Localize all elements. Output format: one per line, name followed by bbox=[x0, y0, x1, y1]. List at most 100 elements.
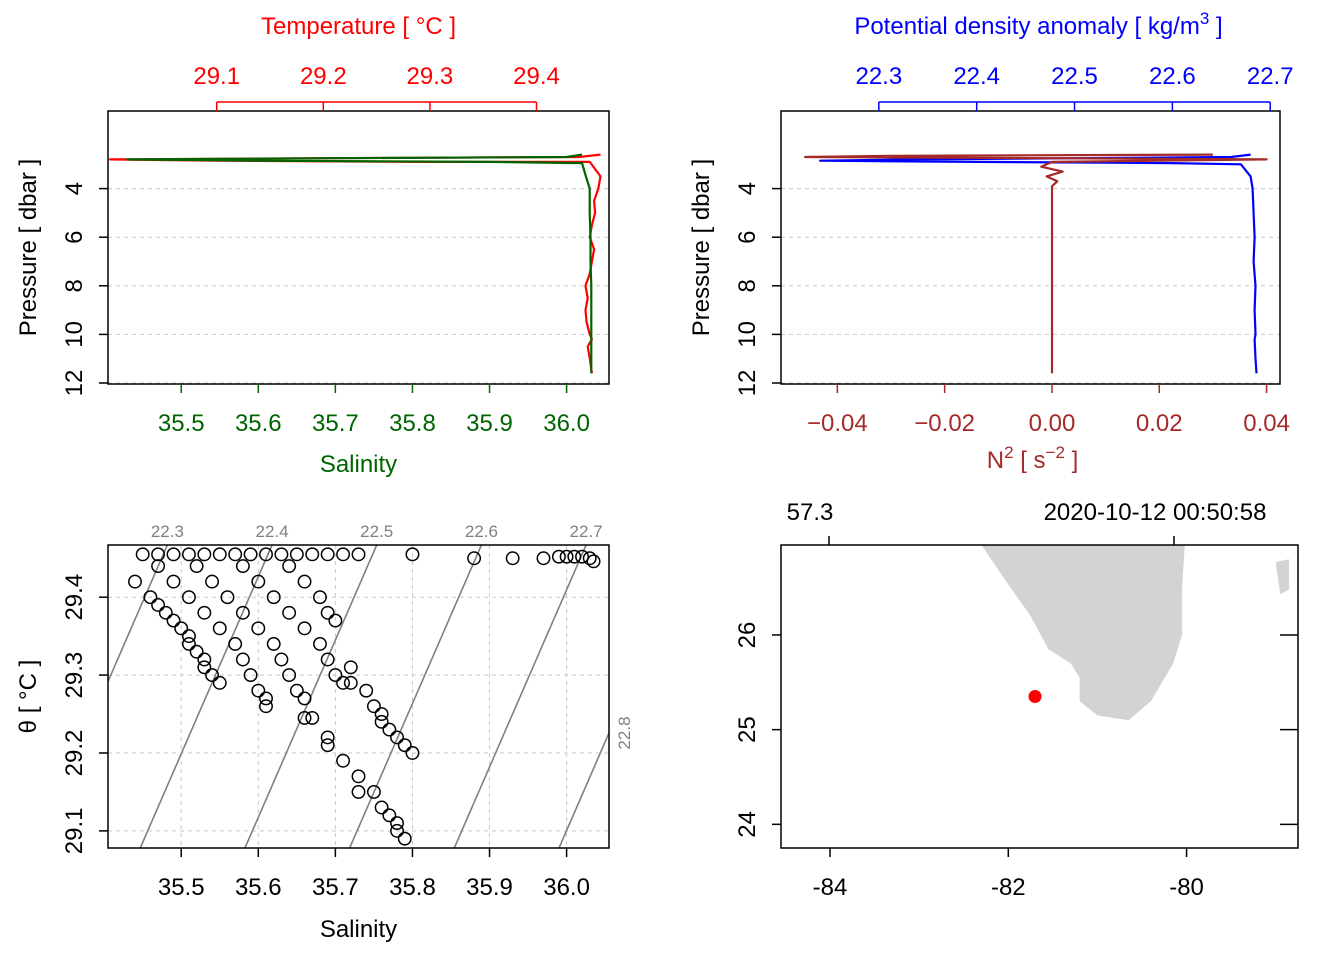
ts-point-85 bbox=[351, 547, 366, 562]
ts-point-11 bbox=[205, 668, 220, 683]
ts-point-7 bbox=[181, 636, 196, 651]
isopycnal-line-1 bbox=[139, 545, 273, 848]
ts-point-19 bbox=[235, 652, 250, 667]
dn-n2-xtick-label-1: −0.02 bbox=[914, 410, 975, 437]
ts-point-47 bbox=[328, 613, 343, 628]
ts-point-60 bbox=[390, 730, 404, 745]
ts-point-66 bbox=[374, 800, 389, 815]
ts-point-4 bbox=[166, 613, 181, 628]
dn-density-top-tick-label-2: 22.5 bbox=[1051, 63, 1098, 90]
ts-point-52 bbox=[336, 753, 351, 768]
ts-point-50 bbox=[320, 730, 335, 745]
ts-salinity-xtick-label-1: 35.6 bbox=[235, 410, 282, 437]
tsd-xtick-label-2: 35.7 bbox=[312, 874, 359, 901]
isopycnal-label-5: 22.8 bbox=[615, 716, 634, 749]
ts-point-43 bbox=[282, 559, 297, 573]
tsd-ytick-label-3: 29.4 bbox=[61, 574, 88, 621]
ts-ytick-label-2: 8 bbox=[61, 279, 88, 292]
ts-point-81 bbox=[289, 547, 304, 562]
map-xtick-label-0: -84 bbox=[813, 874, 848, 901]
ts-point-17 bbox=[212, 621, 227, 636]
ts-point-73 bbox=[166, 547, 181, 562]
dn-ytick-label-1: 6 bbox=[734, 231, 761, 244]
n2-axis-title-sup: 2 bbox=[1004, 443, 1013, 462]
dn-density-top-tick-label-4: 22.7 bbox=[1247, 63, 1294, 90]
land-polygon-1 bbox=[1275, 559, 1290, 595]
ts-point-83 bbox=[320, 547, 335, 562]
ts-point-77 bbox=[228, 547, 243, 562]
ts-point-26 bbox=[220, 590, 235, 605]
ts-point-53 bbox=[343, 660, 358, 675]
dn-n2-xtick-label-3: 0.02 bbox=[1136, 410, 1183, 437]
map-xtick-label-1: -82 bbox=[991, 874, 1026, 901]
ts-point-88 bbox=[505, 551, 520, 566]
n2-profile-line bbox=[803, 153, 1268, 374]
ts-point-67 bbox=[382, 808, 397, 823]
ts-point-86 bbox=[405, 547, 420, 562]
ts-temperature-top-tick-label-1: 29.2 bbox=[300, 63, 347, 90]
ts-temperature-top-tick-label-0: 29.1 bbox=[193, 63, 240, 90]
ts-salinity-xtick-label-2: 35.7 bbox=[312, 410, 359, 437]
ts-point-41 bbox=[328, 668, 343, 683]
ts-ytick-label-3: 10 bbox=[61, 321, 88, 348]
ts-salinity-xtick-label-4: 35.9 bbox=[466, 410, 513, 437]
ts-point-33 bbox=[297, 691, 312, 706]
isopycnal-line-0 bbox=[108, 545, 169, 684]
ts-pressure-axis-title: Pressure [ dbar ] bbox=[15, 159, 42, 336]
density-n2-profile-panel: 4 6 8 10 12 22.3 22.4 22.5 22.6 22.7 −0.04 −0.02 0.0… bbox=[688, 9, 1294, 474]
land-polygon-0 bbox=[981, 545, 1185, 721]
n2-axis-title: N2 [ s−2 ] bbox=[987, 443, 1079, 474]
isopycnal-line-5 bbox=[558, 731, 609, 848]
ts-point-35 bbox=[251, 574, 266, 589]
ts-point-56 bbox=[366, 699, 381, 714]
temperature-profile-line bbox=[108, 153, 602, 374]
ts-point-95 bbox=[586, 554, 601, 569]
ts-point-49 bbox=[305, 710, 320, 725]
ts-point-82 bbox=[305, 547, 320, 562]
isopycnal-label-0: 22.3 bbox=[151, 522, 184, 541]
map-xtick-label-2: -80 bbox=[1169, 874, 1204, 901]
isopycnal-label-1: 22.4 bbox=[255, 522, 288, 541]
tsd-salinity-axis-title: Salinity bbox=[320, 916, 397, 943]
ts-point-65 bbox=[366, 784, 381, 799]
ts-point-30 bbox=[274, 652, 289, 667]
ts-point-80 bbox=[274, 547, 289, 562]
ts-diagram-panel: 22.3 22.4 22.5 22.6 22.7 22.8 35.5 35.6 35.7 35.8… bbox=[15, 522, 634, 943]
ts-point-5 bbox=[174, 621, 189, 636]
ts-point-2 bbox=[151, 598, 166, 612]
ts-point-0 bbox=[128, 574, 142, 589]
ts-temperature-top-tick-label-3: 29.4 bbox=[513, 63, 560, 90]
ts-salinity-xtick-label-3: 35.8 bbox=[389, 410, 436, 437]
temperature-axis-title: Temperature [ °C ] bbox=[261, 13, 456, 40]
ts-point-27 bbox=[235, 605, 250, 620]
ts-point-87 bbox=[467, 551, 482, 566]
isopycnal-label-2: 22.5 bbox=[360, 522, 393, 541]
ts-point-94 bbox=[582, 551, 597, 566]
dn-density-top-tick-label-0: 22.3 bbox=[855, 63, 902, 90]
map-frame bbox=[780, 544, 1299, 849]
isopycnal-label-4: 22.7 bbox=[570, 522, 603, 541]
map-ytick-label-0: 24 bbox=[734, 811, 761, 838]
ts-point-16 bbox=[197, 605, 212, 620]
dn-n2-xtick-label-2: 0.00 bbox=[1029, 410, 1076, 437]
map-ytick-label-2: 26 bbox=[734, 622, 761, 649]
ts-point-36 bbox=[266, 590, 281, 605]
ts-point-14 bbox=[166, 574, 181, 589]
ts-salinity-xtick-label-5: 36.0 bbox=[543, 410, 590, 437]
ts-point-48 bbox=[297, 710, 312, 725]
tsd-ytick-label-2: 29.3 bbox=[61, 652, 88, 699]
ts-temperature-top-tick-label-2: 29.3 bbox=[407, 63, 454, 90]
dn-ytick-label-3: 10 bbox=[734, 321, 761, 348]
map-ytick-label-1: 25 bbox=[734, 716, 761, 743]
n2-axis-title-mid: [ s bbox=[1014, 447, 1046, 474]
ts-point-45 bbox=[313, 590, 327, 605]
ts-point-31 bbox=[282, 668, 297, 683]
station-marker bbox=[1028, 690, 1042, 703]
density-axis-title: Potential density anomaly [ kg/m3 ] bbox=[854, 9, 1222, 40]
n2-axis-title-sup2: −2 bbox=[1046, 443, 1065, 462]
ts-ytick-label-0: 4 bbox=[61, 182, 88, 195]
dn-n2-xtick-label-4: 0.04 bbox=[1243, 410, 1290, 437]
tsd-xtick-label-0: 35.5 bbox=[158, 874, 205, 901]
dn-frame bbox=[780, 110, 1281, 385]
